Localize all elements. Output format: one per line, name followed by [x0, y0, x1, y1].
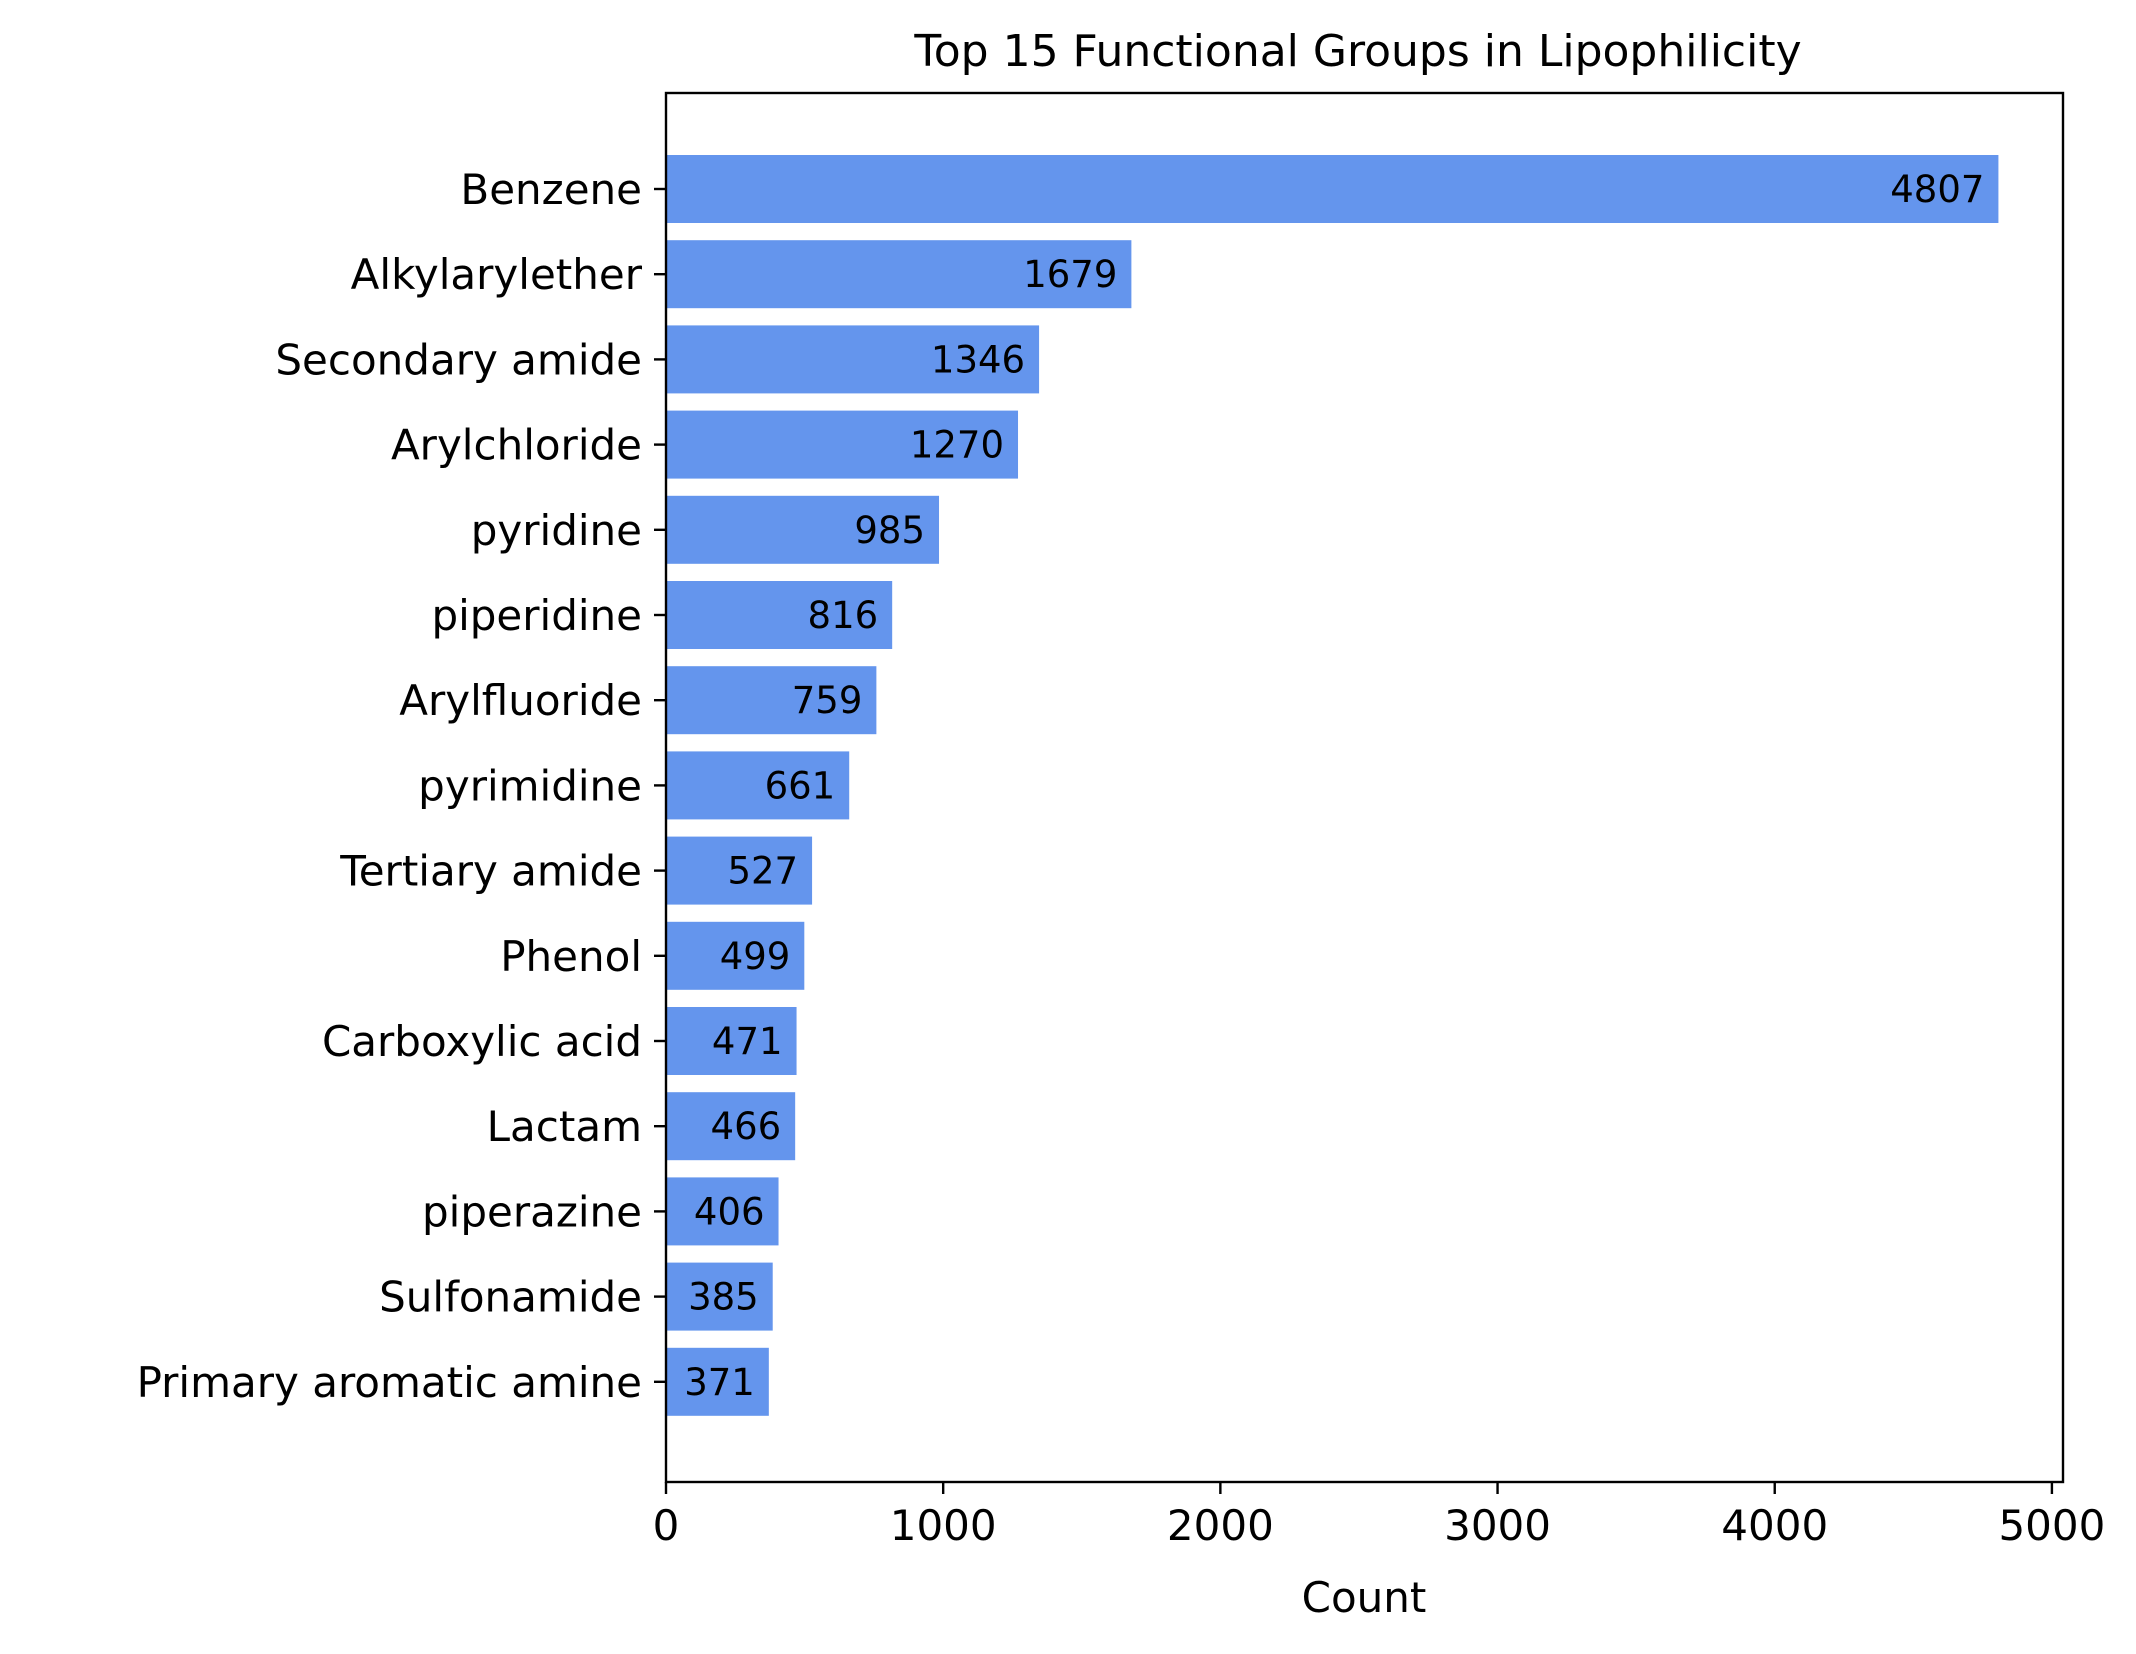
bar-4 — [666, 495, 940, 564]
data-label-10: 471 — [712, 1020, 783, 1063]
data-label-11: 466 — [711, 1105, 782, 1148]
category-label-12: piperazine — [422, 1187, 642, 1236]
category-label-1: Alkylarylether — [351, 250, 643, 299]
bar-0 — [666, 155, 1999, 223]
bar-11 — [666, 1092, 796, 1161]
x-tick-label-0: 0 — [653, 1501, 680, 1550]
category-label-2: Secondary amide — [275, 335, 642, 384]
data-label-6: 759 — [792, 679, 863, 722]
category-label-0: Benzene — [460, 165, 642, 214]
bar-3 — [666, 410, 1019, 479]
x-tick-label-4: 4000 — [1721, 1501, 1828, 1550]
plot-frame — [664, 91, 2065, 1484]
category-label-6: Arylfluoride — [399, 676, 642, 725]
data-label-5: 816 — [808, 594, 879, 637]
x-axis-label: Count — [1302, 1573, 1427, 1622]
data-label-3: 1270 — [910, 424, 1004, 467]
x-tick-label-2: 2000 — [1167, 1501, 1274, 1550]
chart-title: Top 15 Functional Groups in Lipophilicit… — [913, 26, 1801, 77]
bar-9 — [666, 921, 805, 990]
category-label-11: Lactam — [487, 1102, 642, 1151]
category-label-5: piperidine — [431, 591, 642, 640]
category-label-14: Primary aromatic amine — [137, 1358, 642, 1407]
category-label-9: Phenol — [500, 932, 642, 981]
category-label-13: Sulfonamide — [379, 1273, 642, 1322]
bar-10 — [666, 1007, 797, 1075]
category-labels: Benzene Alkylarylether Secondary amide Aryl… — [137, 165, 666, 1407]
data-label-1: 1679 — [1023, 253, 1117, 296]
data-label-8: 527 — [727, 850, 798, 893]
bar-2 — [666, 325, 1040, 394]
category-label-7: pyrimidine — [418, 761, 642, 810]
x-tick-label-1: 1000 — [890, 1501, 997, 1550]
bar-1 — [666, 240, 1132, 309]
bar-6 — [666, 666, 877, 735]
bar-5 — [666, 581, 893, 649]
data-label-14: 371 — [684, 1361, 755, 1404]
data-label-2: 1346 — [931, 338, 1025, 381]
category-label-4: pyridine — [471, 506, 642, 555]
category-label-10: Carboxylic acid — [322, 1017, 642, 1066]
data-label-12: 406 — [694, 1190, 765, 1233]
data-label-7: 661 — [765, 764, 836, 807]
bar-13 — [666, 1262, 773, 1331]
bar-12 — [666, 1177, 779, 1246]
x-tick-label-3: 3000 — [1444, 1501, 1551, 1550]
category-label-8: Tertiary amide — [339, 847, 642, 896]
data-label-4: 985 — [854, 509, 925, 552]
data-label-9: 499 — [720, 935, 791, 978]
data-label-0: 4807 — [1890, 168, 1984, 211]
x-axis-ticks: 0 1000 2000 3000 4000 5000 — [653, 1482, 2105, 1550]
bar-8 — [666, 836, 813, 905]
bar-14 — [666, 1347, 769, 1416]
bars-layer: 4807 1679 1346 1270 985 816 759 661 527 499 471 466… — [666, 155, 1999, 1416]
category-label-3: Arylchloride — [391, 421, 642, 470]
data-label-13: 385 — [688, 1276, 759, 1319]
x-tick-label-5: 5000 — [1998, 1501, 2105, 1550]
bar-7 — [666, 751, 850, 820]
